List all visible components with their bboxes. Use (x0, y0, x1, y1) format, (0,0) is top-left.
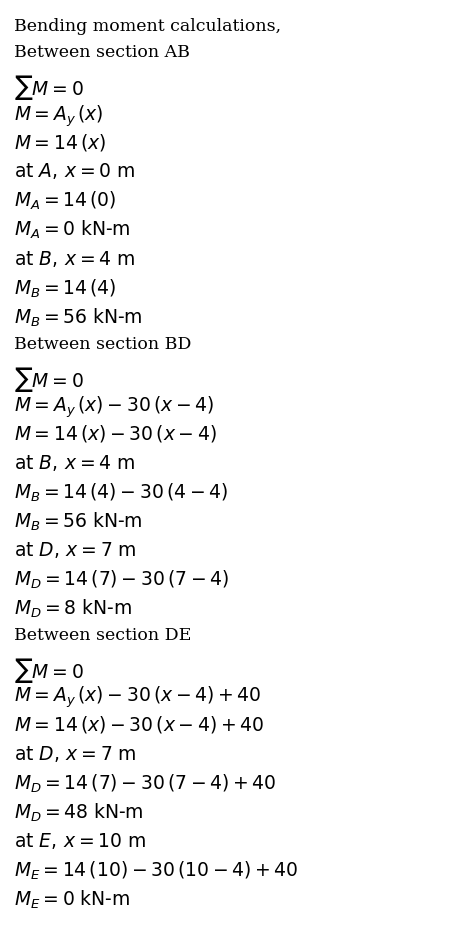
Text: at $D,\, x = 7$ m: at $D,\, x = 7$ m (14, 744, 136, 764)
Text: Between section DE: Between section DE (14, 627, 191, 644)
Text: $M_A = 14\,(0)$: $M_A = 14\,(0)$ (14, 190, 116, 212)
Text: $M_E = 14\,(10) - 30\,(10 - 4) + 40$: $M_E = 14\,(10) - 30\,(10 - 4) + 40$ (14, 860, 298, 883)
Text: Between section AB: Between section AB (14, 44, 190, 61)
Text: at $E,\, x = 10$ m: at $E,\, x = 10$ m (14, 831, 146, 851)
Text: $\sum M = 0$: $\sum M = 0$ (14, 656, 83, 685)
Text: $M_D = 48$ kN-m: $M_D = 48$ kN-m (14, 802, 144, 825)
Text: at $D,\, x = 7$ m: at $D,\, x = 7$ m (14, 540, 136, 560)
Text: $M_D = 8$ kN-m: $M_D = 8$ kN-m (14, 598, 132, 620)
Text: $M_B = 14\,(4) - 30\,(4 - 4)$: $M_B = 14\,(4) - 30\,(4 - 4)$ (14, 482, 228, 504)
Text: Bending moment calculations,: Bending moment calculations, (14, 18, 281, 35)
Text: $M =14\,(x) - 30\,(x - 4) + 40$: $M =14\,(x) - 30\,(x - 4) + 40$ (14, 714, 264, 735)
Text: $M_B = 56$ kN-m: $M_B = 56$ kN-m (14, 307, 143, 330)
Text: at $B,\, x = 4$ m: at $B,\, x = 4$ m (14, 453, 135, 473)
Text: $M_A = 0$ kN-m: $M_A = 0$ kN-m (14, 219, 131, 241)
Text: $\sum M = 0$: $\sum M = 0$ (14, 365, 83, 394)
Text: $M = A_y\,(x) - 30\,(x - 4) + 40$: $M = A_y\,(x) - 30\,(x - 4) + 40$ (14, 685, 261, 711)
Text: at $B,\, x = 4$ m: at $B,\, x = 4$ m (14, 249, 135, 269)
Text: $M_D = 14\,(7) - 30\,(7 - 4) + 40$: $M_D = 14\,(7) - 30\,(7 - 4) + 40$ (14, 773, 276, 795)
Text: $M = A_y\,(x)$: $M = A_y\,(x)$ (14, 103, 104, 129)
Text: at $A,\, x = 0$ m: at $A,\, x = 0$ m (14, 161, 135, 181)
Text: Between section BD: Between section BD (14, 336, 191, 353)
Text: $\sum M = 0$: $\sum M = 0$ (14, 73, 83, 102)
Text: $M =14\,(x) - 30\,(x - 4)$: $M =14\,(x) - 30\,(x - 4)$ (14, 423, 217, 444)
Text: $M_E = 0$ kN-m: $M_E = 0$ kN-m (14, 889, 130, 912)
Text: $M_B = 14\,(4)$: $M_B = 14\,(4)$ (14, 278, 117, 301)
Text: $M_B = 56$ kN-m: $M_B = 56$ kN-m (14, 511, 143, 533)
Text: $M =14\,(x)$: $M =14\,(x)$ (14, 132, 106, 153)
Text: $M = A_y\,(x) - 30\,(x - 4)$: $M = A_y\,(x) - 30\,(x - 4)$ (14, 394, 214, 419)
Text: $M_D = 14\,(7) - 30\,(7 - 4)$: $M_D = 14\,(7) - 30\,(7 - 4)$ (14, 569, 229, 591)
